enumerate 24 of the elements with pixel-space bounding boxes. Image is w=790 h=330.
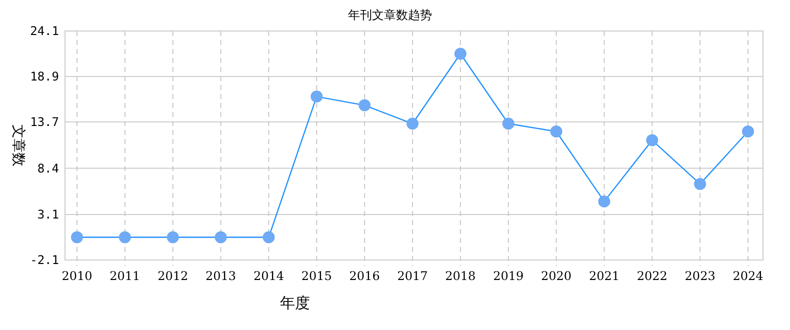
x-tick-label: 2021 bbox=[588, 269, 620, 284]
x-tick-label: 2019 bbox=[493, 269, 524, 284]
chart-title: 年刊文章数趋势 bbox=[348, 8, 432, 22]
x-tick-label: 2010 bbox=[62, 269, 92, 284]
x-tick-label: 2015 bbox=[301, 269, 332, 284]
x-tick-label: 2017 bbox=[397, 269, 428, 284]
y-tick-label: -2.1 bbox=[30, 253, 59, 268]
y-tick-label: 18.9 bbox=[30, 70, 59, 84]
x-tick-label: 2022 bbox=[636, 269, 668, 284]
y-tick-label: 3.1 bbox=[37, 208, 59, 222]
y-tick-label: 13.7 bbox=[30, 115, 59, 130]
x-axis-title: 年度 bbox=[280, 294, 310, 312]
x-tick-label: 2011 bbox=[110, 269, 140, 284]
x-tick-label: 2016 bbox=[349, 269, 380, 284]
y-tick-label: 24.1 bbox=[30, 24, 59, 38]
x-tick-label: 2023 bbox=[684, 269, 716, 284]
y-tick-label: 8.4 bbox=[37, 161, 59, 176]
x-tick-label: 2012 bbox=[158, 269, 188, 284]
x-tick-label: 2014 bbox=[253, 269, 284, 284]
x-tick-label: 2018 bbox=[445, 269, 476, 284]
y-axis-title: 文章数 bbox=[10, 124, 26, 166]
x-tick-label: 2024 bbox=[732, 269, 764, 284]
x-tick-label: 2013 bbox=[206, 269, 236, 284]
x-tick-label: 2020 bbox=[541, 269, 572, 284]
